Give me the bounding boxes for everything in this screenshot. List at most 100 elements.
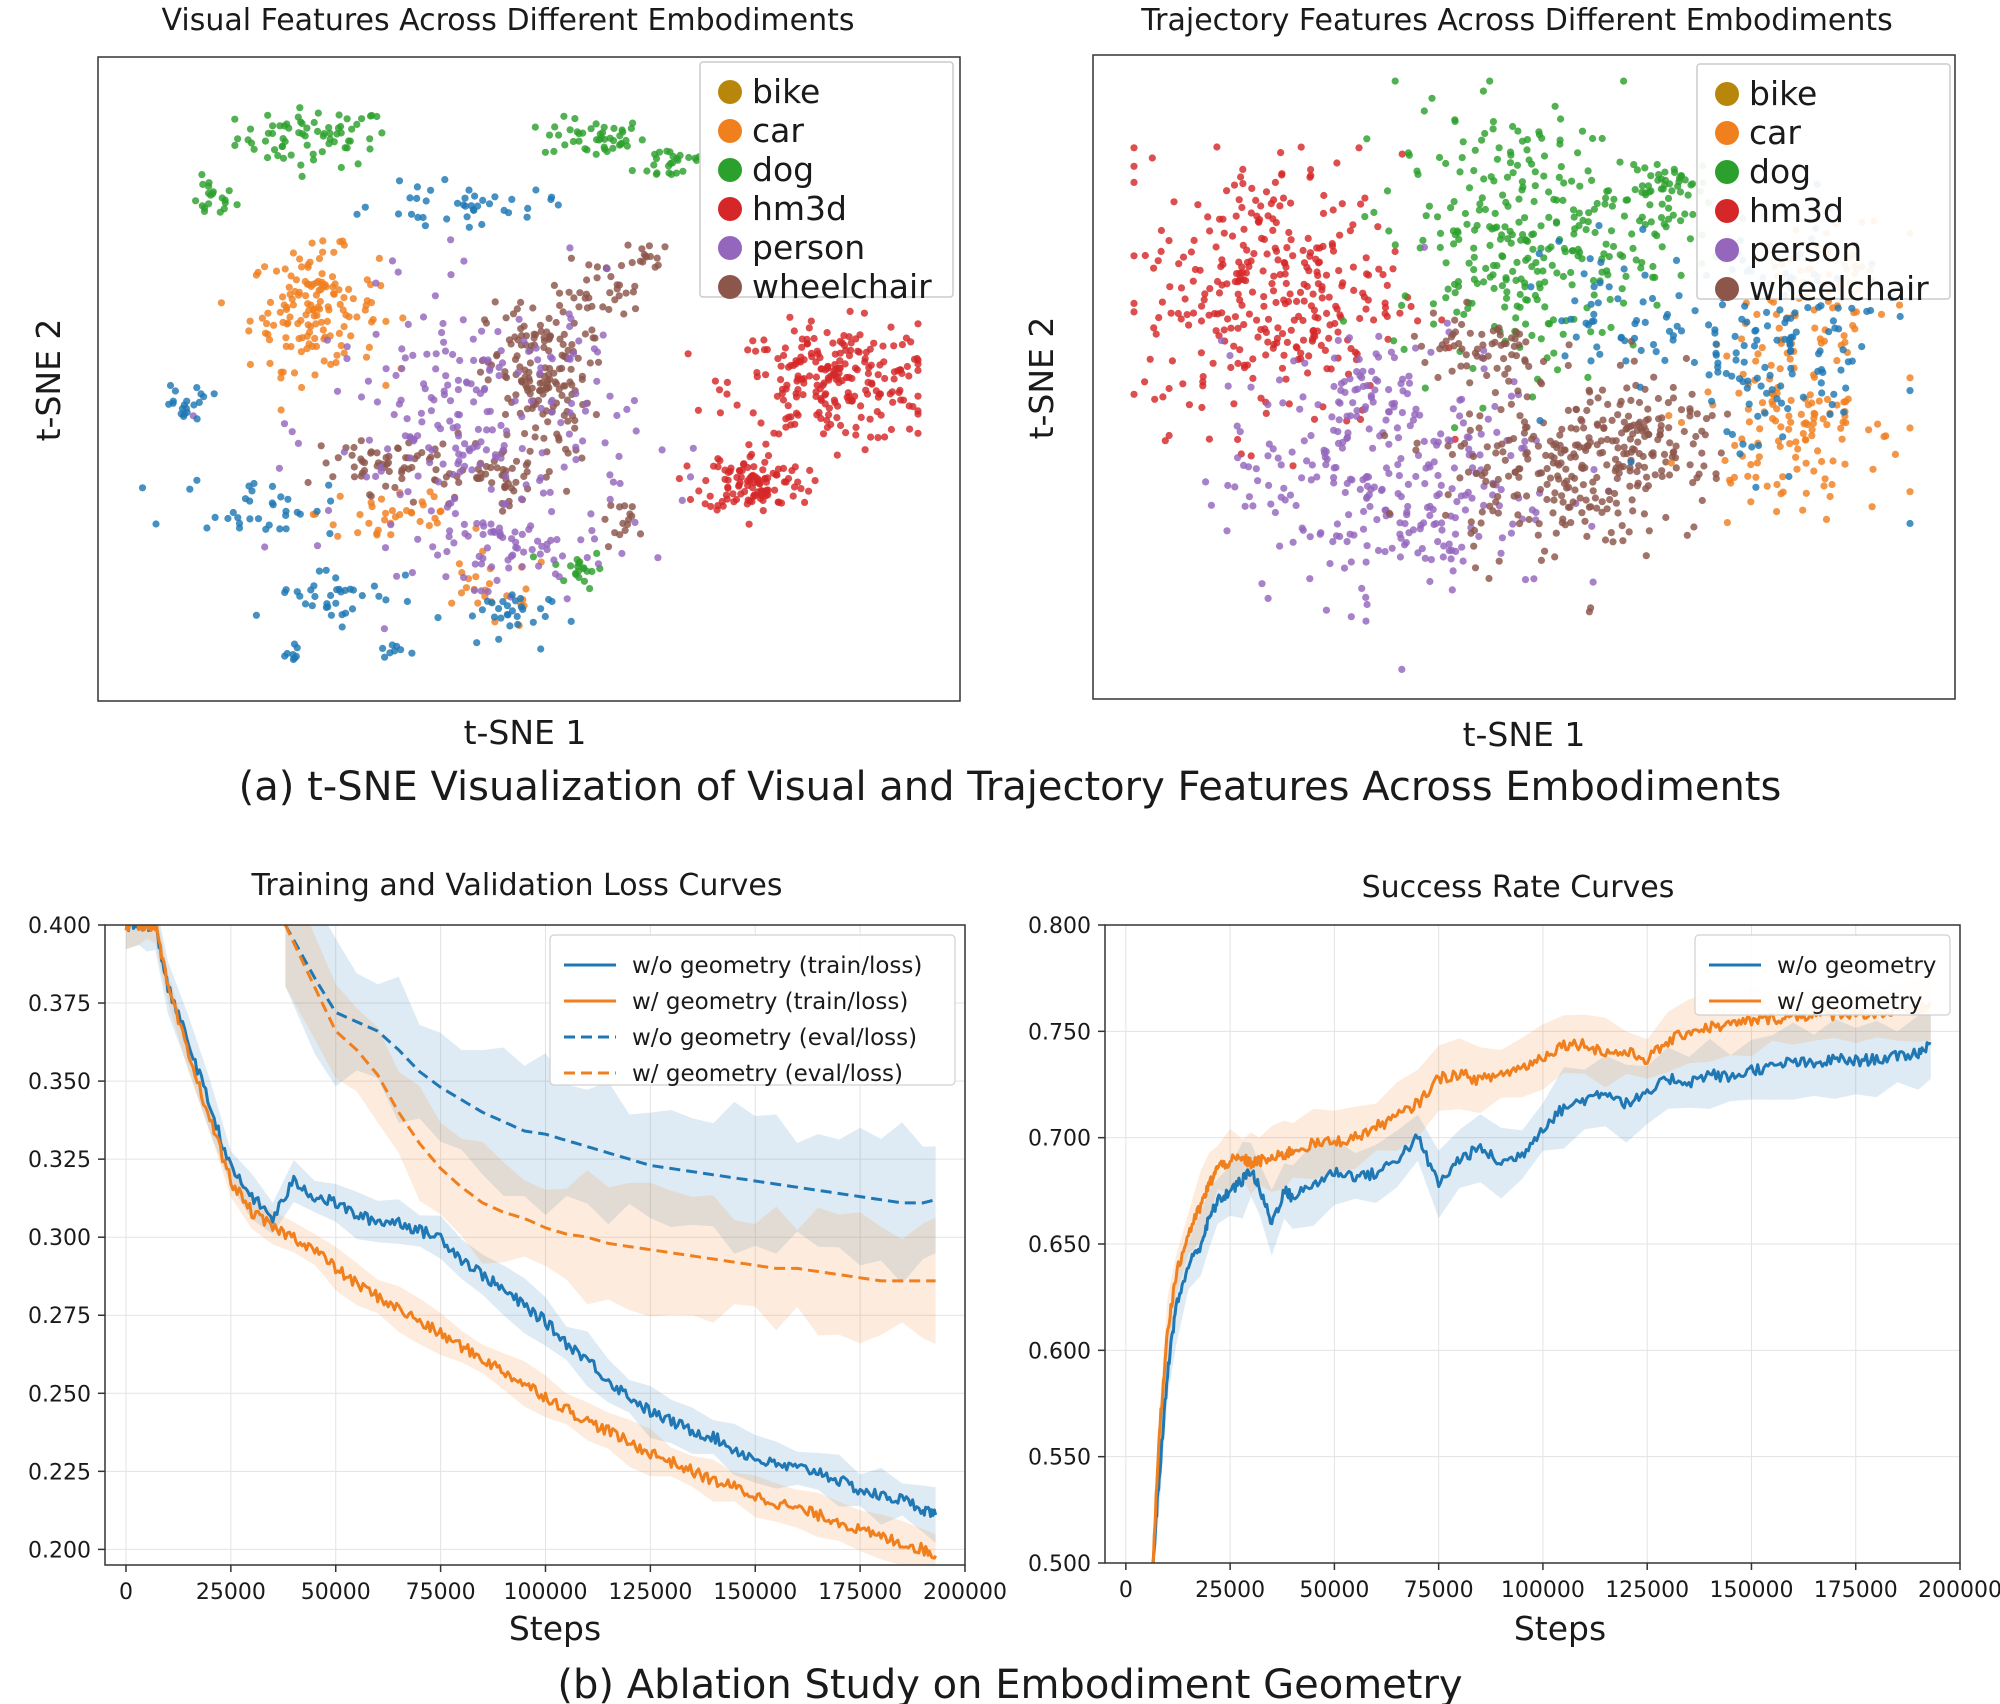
scatter-point-wheelchair — [571, 416, 579, 425]
scatter-point-wheelchair — [1551, 553, 1559, 561]
scatter-point-person — [618, 549, 626, 558]
scatter-point-wheelchair — [555, 289, 564, 297]
scatter-point-dog — [1681, 210, 1689, 218]
scatter-point-person — [408, 569, 416, 577]
scatter-point-dog — [1631, 186, 1639, 194]
scatter-point-hm3d — [1396, 309, 1404, 317]
scatter-point-wheelchair — [1664, 399, 1672, 407]
scatter-point-person — [477, 560, 486, 568]
scatter-point-dog — [1509, 122, 1517, 131]
scatter-point-dog — [1653, 160, 1661, 169]
confidence-band — [126, 925, 936, 1543]
scatter-point-wheelchair — [1611, 455, 1620, 463]
scatter-point-person — [476, 389, 485, 398]
scatter-point-car — [340, 241, 348, 249]
scatter-point-wheelchair — [1702, 415, 1711, 423]
scatter-point-person — [551, 570, 560, 578]
scatter-point-blue — [246, 515, 254, 523]
scatter-point-hm3d — [825, 411, 833, 419]
scatter-point-hm3d — [749, 337, 757, 345]
scatter-point-person — [1332, 532, 1341, 540]
scatter-point-car — [319, 326, 327, 334]
scatter-point-person — [470, 586, 479, 595]
scatter-point-wheelchair — [1665, 424, 1673, 432]
scatter-point-wheelchair — [1515, 341, 1523, 349]
scatter-point-wheelchair — [1625, 528, 1633, 536]
legend-label: w/ geometry (eval/loss) — [632, 1061, 903, 1087]
scatter-point-wheelchair — [1516, 412, 1524, 420]
scatter-point-person — [431, 292, 439, 300]
scatter-point-hm3d — [890, 342, 898, 350]
scatter-point-dog — [619, 128, 627, 136]
scatter-point-dog — [1429, 300, 1437, 308]
scatter-point-dog — [278, 142, 286, 150]
scatter-point-hm3d — [1309, 290, 1317, 298]
y-tick-label: 0.250 — [28, 1382, 91, 1407]
scatter-point-dog — [1568, 177, 1576, 185]
scatter-point-blue — [1690, 358, 1698, 367]
scatter-point-dog — [629, 119, 637, 127]
scatter-point-person — [548, 396, 556, 404]
scatter-point-person — [1427, 556, 1435, 564]
scatter-point-person — [1275, 376, 1284, 384]
scatter-point-car — [1794, 445, 1802, 453]
scatter-point-person — [1445, 540, 1453, 548]
scatter-point-blue — [152, 520, 160, 528]
scatter-point-dog — [610, 124, 618, 132]
scatter-point-wheelchair — [1644, 415, 1652, 423]
scatter-point-person — [427, 507, 435, 515]
legend-label-dog: dog — [1749, 152, 1811, 191]
scatter-point-dog — [1509, 169, 1517, 177]
scatter-point-person — [382, 365, 390, 373]
x-tick-label: 200000 — [1918, 1578, 2000, 1603]
scatter-point-dog — [1541, 303, 1549, 311]
scatter-point-wheelchair — [1611, 489, 1619, 498]
scatter-point-person — [594, 560, 603, 568]
scatter-point-wheelchair — [1539, 357, 1548, 366]
scatter-point-person — [1249, 502, 1257, 510]
scatter-point-wheelchair — [1500, 355, 1508, 363]
scatter-point-blue — [1561, 352, 1569, 360]
scatter-point-dog — [1657, 214, 1666, 222]
scatter-point-person — [395, 400, 403, 408]
scatter-point-wheelchair — [583, 304, 592, 312]
scatter-point-car — [522, 585, 530, 593]
scatter-point-hm3d — [845, 397, 853, 405]
scatter-point-hm3d — [1239, 269, 1247, 277]
scatter-point-car — [302, 292, 310, 300]
scatter-point-person — [1390, 403, 1398, 411]
scatter-point-person — [502, 472, 510, 480]
scatter-point-dog — [1589, 134, 1597, 143]
scatter-point-car — [1895, 301, 1904, 309]
scatter-point-hm3d — [813, 381, 821, 389]
scatter-point-car — [335, 286, 343, 294]
scatter-point-person — [436, 425, 444, 433]
scatter-point-person — [468, 466, 476, 474]
scatter-point-blue — [211, 513, 219, 522]
scatter-point-hm3d — [748, 450, 756, 458]
scatter-point-blue — [1669, 336, 1677, 344]
scatter-point-car — [246, 360, 254, 369]
scatter-point-person — [1274, 454, 1282, 462]
scatter-point-hm3d — [775, 498, 783, 506]
scatter-point-blue — [1826, 410, 1834, 418]
scatter-point-dog — [586, 585, 594, 593]
legend-label-bike: bike — [1749, 74, 1817, 113]
scatter-point-wheelchair — [1492, 498, 1500, 506]
scatter-point-wheelchair — [1470, 542, 1478, 550]
scatter-point-person — [1406, 422, 1414, 430]
scatter-point-wheelchair — [568, 381, 576, 389]
scatter-point-wheelchair — [1601, 536, 1610, 544]
scatter-point-hm3d — [913, 354, 921, 363]
scatter-point-person — [1343, 412, 1351, 420]
scatter-point-blue — [200, 393, 208, 401]
scatter-point-person — [1362, 474, 1370, 482]
scatter-point-wheelchair — [1543, 480, 1551, 488]
scatter-point-wheelchair — [1456, 474, 1464, 482]
scatter-point-blue — [292, 652, 300, 661]
scatter-point-blue — [413, 194, 421, 202]
scatter-point-hm3d — [1154, 257, 1162, 265]
scatter-point-dog — [1561, 248, 1569, 256]
scatter-point-person — [1335, 416, 1343, 424]
scatter-point-dog — [1499, 191, 1507, 199]
